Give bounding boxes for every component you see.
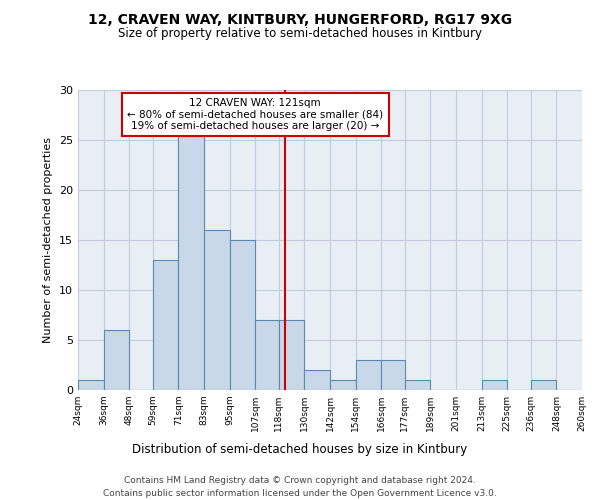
Bar — [356, 360, 381, 390]
Bar — [405, 380, 430, 390]
Text: Contains HM Land Registry data © Crown copyright and database right 2024.: Contains HM Land Registry data © Crown c… — [124, 476, 476, 485]
Bar — [178, 120, 204, 390]
Bar — [279, 320, 304, 390]
Bar — [204, 230, 230, 390]
Bar — [230, 240, 255, 390]
Text: 12, CRAVEN WAY, KINTBURY, HUNGERFORD, RG17 9XG: 12, CRAVEN WAY, KINTBURY, HUNGERFORD, RG… — [88, 12, 512, 26]
Bar — [255, 320, 279, 390]
Bar — [531, 380, 556, 390]
Y-axis label: Number of semi-detached properties: Number of semi-detached properties — [43, 137, 53, 343]
Text: Distribution of semi-detached houses by size in Kintbury: Distribution of semi-detached houses by … — [133, 442, 467, 456]
Bar — [153, 260, 178, 390]
Text: Size of property relative to semi-detached houses in Kintbury: Size of property relative to semi-detach… — [118, 28, 482, 40]
Bar — [482, 380, 507, 390]
Bar — [104, 330, 129, 390]
Text: Contains public sector information licensed under the Open Government Licence v3: Contains public sector information licen… — [103, 489, 497, 498]
Bar — [381, 360, 405, 390]
Bar — [330, 380, 356, 390]
Text: 12 CRAVEN WAY: 121sqm
← 80% of semi-detached houses are smaller (84)
19% of semi: 12 CRAVEN WAY: 121sqm ← 80% of semi-deta… — [127, 98, 383, 131]
Bar — [78, 380, 104, 390]
Bar — [304, 370, 330, 390]
